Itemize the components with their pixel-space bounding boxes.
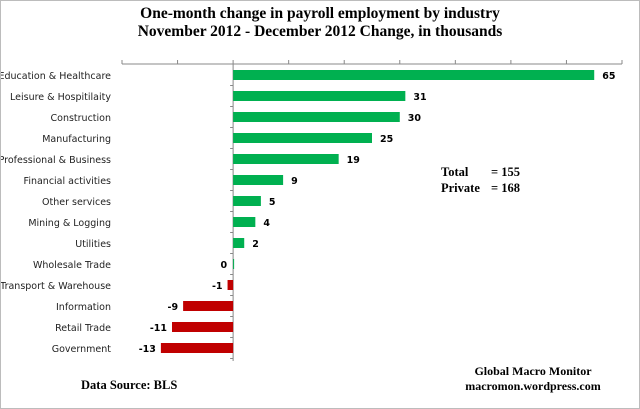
bar [233,154,339,164]
category-label: Retail Trade [55,323,111,334]
bar [233,133,372,143]
brand-site: macromon.wordpress.com [465,379,601,393]
category-label: Leisure & Hospitilaity [10,92,111,103]
data-label: 31 [413,92,426,103]
bar [227,280,234,290]
bar [183,301,234,311]
category-label: Transport & Warehouse [1,281,111,292]
data-label: 5 [269,197,276,208]
chart-subtitle: November 2012 - December 2012 Change, in… [137,23,503,40]
data-label: 0 [220,260,227,271]
bar [160,343,234,353]
bar [233,259,235,269]
data-label: 65 [602,71,615,82]
bar [233,238,245,248]
data-label: -1 [212,281,223,292]
bar [233,196,261,206]
data-label: 4 [263,218,270,229]
category-label: Construction [51,113,112,124]
private-value: = 168 [491,181,520,195]
category-label: Other services [42,197,111,208]
category-label: Mining & Logging [28,218,111,229]
total-label: Total [441,165,469,179]
bar [233,70,595,80]
bar [233,175,284,185]
total-value: = 155 [491,165,520,179]
bar [233,91,406,101]
category-label: Utilities [75,239,111,250]
data-label: -9 [168,302,179,313]
chart-title: One-month change in payroll employment b… [140,5,500,22]
data-label: 2 [252,239,259,250]
data-label: -11 [150,323,167,334]
data-label: 9 [291,176,298,187]
data-label: 30 [408,113,422,124]
bar [233,112,400,122]
category-label: Financial activities [24,176,111,187]
category-label: Professional & Business [1,155,111,166]
category-label: Information [56,302,111,313]
bar [172,322,234,332]
category-label: Education & Healthcare [1,71,111,82]
bar [233,217,256,227]
category-label: Wholesale Trade [33,260,111,271]
brand-name: Global Macro Monitor [474,364,592,378]
data-source: Data Source: BLS [81,378,178,392]
private-label: Private [441,181,480,195]
category-label: Manufacturing [42,134,111,145]
category-label: Government [52,344,112,355]
data-label: -13 [139,344,156,355]
data-label: 25 [380,134,393,145]
data-label: 19 [347,155,360,166]
